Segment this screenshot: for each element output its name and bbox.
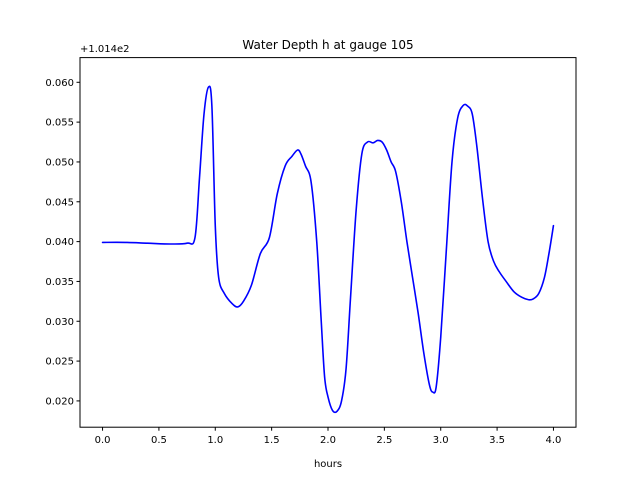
series-layer bbox=[101, 85, 555, 414]
x-tick-label: 0.5 bbox=[151, 435, 167, 446]
x-axis-ticks: 0.0 0.5 1.0 1.5 2.0 2.5 3.0 3.5 4.0 bbox=[95, 427, 562, 446]
x-tick-label: 3.0 bbox=[433, 435, 449, 446]
y-tick-label: 0.060 bbox=[45, 78, 74, 89]
x-tick-label: 2.5 bbox=[376, 435, 392, 446]
y-tick-label: 0.025 bbox=[45, 357, 74, 368]
x-tick-label: 2.0 bbox=[320, 435, 336, 446]
y-tick-label: 0.020 bbox=[45, 396, 74, 407]
y-tick-label: 0.050 bbox=[45, 157, 74, 168]
y-tick-label: 0.030 bbox=[45, 317, 74, 328]
series-line-0 bbox=[101, 85, 555, 414]
x-tick-label: 4.0 bbox=[546, 435, 562, 446]
y-tick-label: 0.040 bbox=[45, 237, 74, 248]
x-tick-label: 0.0 bbox=[95, 435, 111, 446]
x-tick-label: 3.5 bbox=[489, 435, 505, 446]
y-offset-label: +1.014e2 bbox=[80, 44, 130, 55]
y-tick-label: 0.055 bbox=[45, 118, 74, 129]
y-tick-label: 0.035 bbox=[45, 277, 74, 288]
x-tick-label: 1.0 bbox=[207, 435, 223, 446]
chart-title: Water Depth h at gauge 105 bbox=[242, 38, 413, 52]
y-tick-label: 0.045 bbox=[45, 197, 74, 208]
x-axis-label: hours bbox=[314, 459, 342, 470]
y-axis-ticks: 0.020 0.025 0.030 0.035 0.040 0.045 0.050 0.055… bbox=[45, 78, 80, 407]
x-tick-label: 1.5 bbox=[264, 435, 280, 446]
plot-area-frame bbox=[79, 57, 577, 428]
